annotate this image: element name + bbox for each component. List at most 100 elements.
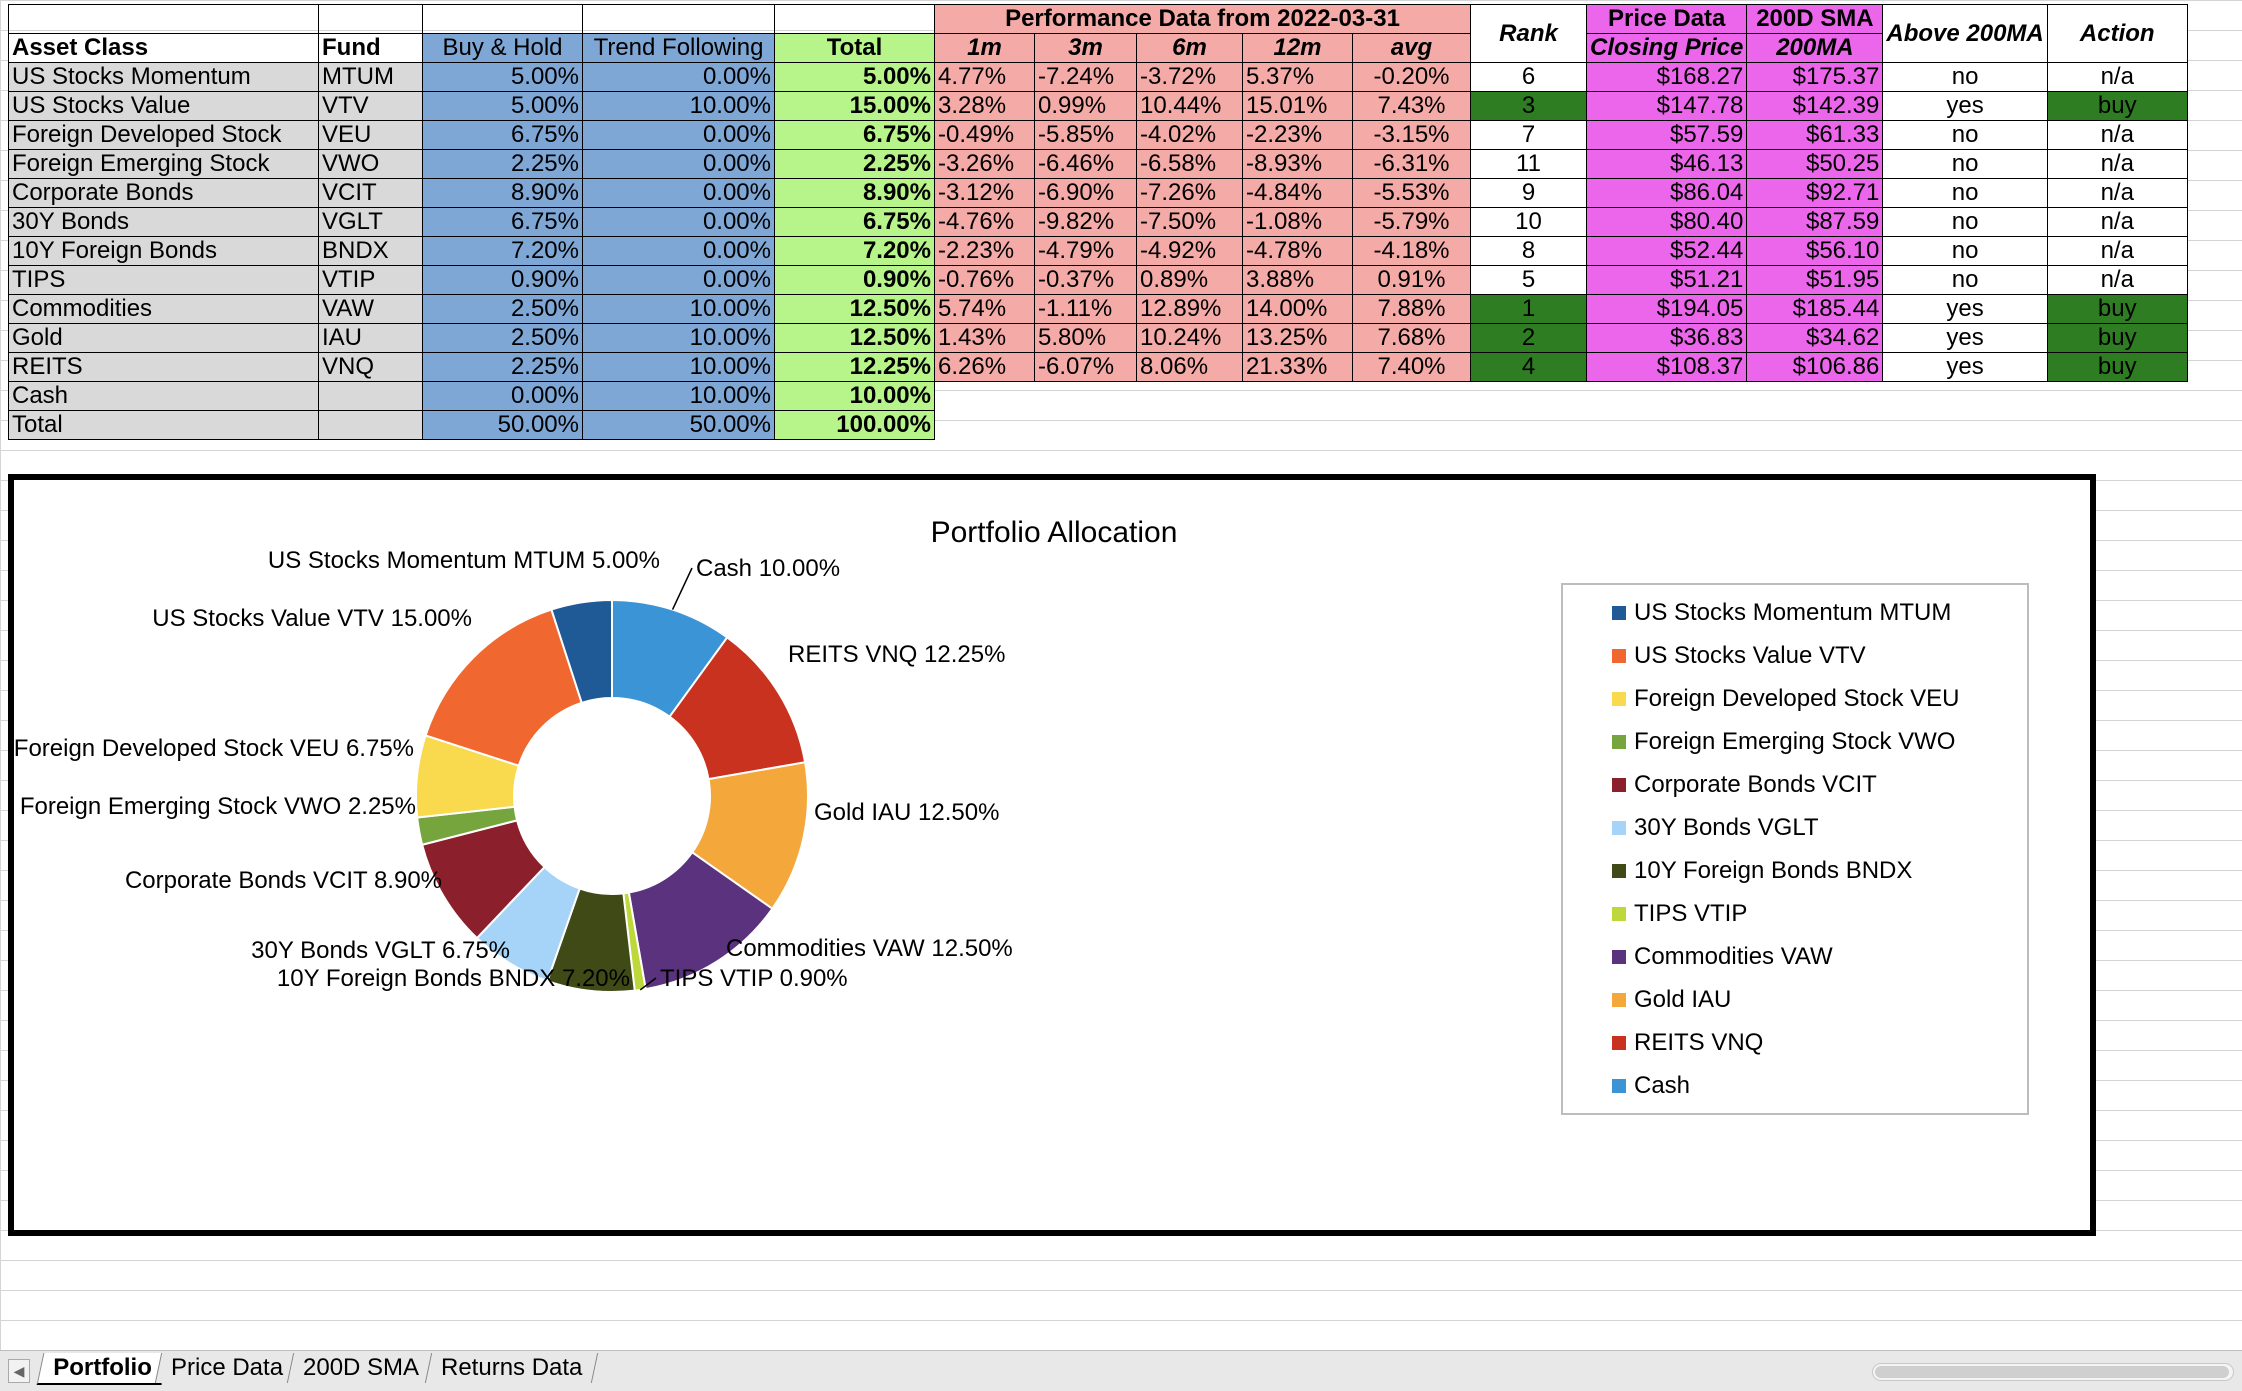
tab-returns-data[interactable]: Returns Data <box>424 1353 599 1383</box>
perf-6m-cell[interactable]: 0.89% <box>1136 265 1243 295</box>
buy-hold-cell[interactable]: 2.50% <box>422 323 583 353</box>
legend-item[interactable]: 30Y Bonds VGLT <box>1634 814 1819 841</box>
perf-6m-cell[interactable]: 10.44% <box>1136 91 1243 121</box>
closing-price-cell[interactable]: $86.04 <box>1585 178 1748 208</box>
buy-hold-cell[interactable]: 8.90% <box>422 178 583 208</box>
fund-cell[interactable]: VGLT <box>318 207 423 237</box>
action-cell[interactable]: n/a <box>2046 265 2188 295</box>
action-header[interactable]: Action <box>2046 4 2188 63</box>
perf-3m-cell[interactable]: -6.90% <box>1034 178 1137 208</box>
trend-following-cell[interactable]: 10.00% <box>582 323 775 353</box>
buy-hold-cell[interactable]: 5.00% <box>422 91 583 121</box>
perf-avg-cell[interactable]: 0.91% <box>1352 265 1471 295</box>
perf-1m-cell[interactable]: 4.77% <box>934 62 1035 92</box>
perf-1m-cell[interactable]: -3.26% <box>934 149 1035 179</box>
perf-1m-cell[interactable]: -4.76% <box>934 207 1035 237</box>
total-cell[interactable]: 6.75% <box>774 120 935 150</box>
asset-class-cell[interactable]: 10Y Foreign Bonds <box>8 236 319 266</box>
legend-item[interactable]: REITS VNQ <box>1634 1029 1763 1056</box>
perf-6m-header[interactable]: 6m <box>1136 33 1243 63</box>
buy-hold-header[interactable]: Buy & Hold <box>422 33 583 63</box>
perf-6m-cell[interactable]: -4.92% <box>1136 236 1243 266</box>
legend-item[interactable]: 10Y Foreign Bonds BNDX <box>1634 857 1912 884</box>
trend-following-header[interactable]: Trend Following <box>582 33 775 63</box>
trend-following-cell[interactable]: 0.00% <box>582 265 775 295</box>
perf-12m-cell[interactable]: -2.23% <box>1242 120 1353 150</box>
total-cell[interactable]: 8.90% <box>774 178 935 208</box>
fund-cell[interactable] <box>318 410 423 440</box>
asset-class-cell[interactable]: US Stocks Momentum <box>8 62 319 92</box>
action-cell[interactable]: n/a <box>2046 62 2188 92</box>
sma-200ma-header[interactable]: 200MA <box>1746 33 1884 63</box>
legend-item[interactable]: US Stocks Value VTV <box>1634 642 1866 669</box>
rank-cell[interactable]: 7 <box>1470 120 1587 150</box>
asset-class-cell[interactable]: Total <box>8 410 319 440</box>
fund-header[interactable]: Fund <box>318 33 423 63</box>
perf-1m-cell[interactable]: -0.76% <box>934 265 1035 295</box>
perf-1m-cell[interactable]: 3.28% <box>934 91 1035 121</box>
perf-avg-cell[interactable]: -5.79% <box>1352 207 1471 237</box>
fund-cell[interactable]: VTIP <box>318 265 423 295</box>
sma-cell[interactable]: $56.10 <box>1746 236 1884 266</box>
donut-slice-us-stocks-momentum-mtum[interactable] <box>550 598 613 705</box>
sma-cell[interactable]: $106.86 <box>1746 352 1884 382</box>
action-cell[interactable]: buy <box>2046 352 2188 382</box>
action-cell[interactable]: n/a <box>2046 120 2188 150</box>
buy-hold-cell[interactable]: 2.25% <box>422 149 583 179</box>
closing-price-cell[interactable]: $52.44 <box>1585 236 1748 266</box>
perf-12m-cell[interactable]: 3.88% <box>1242 265 1353 295</box>
above-200ma-cell[interactable]: no <box>1882 120 2048 150</box>
rank-cell[interactable]: 2 <box>1470 323 1587 353</box>
above-200ma-cell[interactable]: no <box>1882 207 2048 237</box>
legend-item[interactable]: Corporate Bonds VCIT <box>1634 771 1877 798</box>
rank-cell[interactable]: 5 <box>1470 265 1587 295</box>
perf-12m-cell[interactable]: -1.08% <box>1242 207 1353 237</box>
buy-hold-cell[interactable]: 2.50% <box>422 294 583 324</box>
sma-cell[interactable]: $61.33 <box>1746 120 1884 150</box>
trend-following-cell[interactable]: 10.00% <box>582 294 775 324</box>
fund-cell[interactable]: MTUM <box>318 62 423 92</box>
tab-scroll-icon[interactable]: ◀ <box>8 1359 30 1383</box>
total-cell[interactable]: 0.90% <box>774 265 935 295</box>
action-cell[interactable]: buy <box>2046 91 2188 121</box>
perf-12m-cell[interactable]: 15.01% <box>1242 91 1353 121</box>
total-cell[interactable]: 12.25% <box>774 352 935 382</box>
action-cell[interactable]: n/a <box>2046 236 2188 266</box>
buy-hold-cell[interactable]: 2.25% <box>422 352 583 382</box>
perf-avg-cell[interactable]: -5.53% <box>1352 178 1471 208</box>
total-cell[interactable]: 12.50% <box>774 294 935 324</box>
tab-200d-sma[interactable]: 200D SMA <box>286 1353 436 1383</box>
asset-class-cell[interactable]: Gold <box>8 323 319 353</box>
asset-class-cell[interactable]: Commodities <box>8 294 319 324</box>
tab-price-data[interactable]: Price Data <box>154 1353 300 1383</box>
perf-1m-cell[interactable]: -3.12% <box>934 178 1035 208</box>
total-header[interactable]: Total <box>774 33 935 63</box>
legend-item[interactable]: Foreign Developed Stock VEU <box>1634 685 1960 712</box>
buy-hold-cell[interactable]: 5.00% <box>422 62 583 92</box>
total-cell[interactable]: 10.00% <box>774 381 935 411</box>
perf-avg-cell[interactable]: -0.20% <box>1352 62 1471 92</box>
perf-1m-header[interactable]: 1m <box>934 33 1035 63</box>
perf-3m-cell[interactable]: 5.80% <box>1034 323 1137 353</box>
asset-class-cell[interactable]: TIPS <box>8 265 319 295</box>
trend-following-cell[interactable]: 0.00% <box>582 236 775 266</box>
action-cell[interactable]: n/a <box>2046 178 2188 208</box>
above-200ma-cell[interactable]: yes <box>1882 323 2048 353</box>
above-200ma-cell[interactable]: no <box>1882 265 2048 295</box>
perf-avg-cell[interactable]: 7.40% <box>1352 352 1471 382</box>
perf-6m-cell[interactable]: 10.24% <box>1136 323 1243 353</box>
total-cell[interactable]: 6.75% <box>774 207 935 237</box>
legend-item[interactable]: Foreign Emerging Stock VWO <box>1634 728 1955 755</box>
asset-class-header[interactable]: Asset Class <box>8 33 319 63</box>
total-cell[interactable]: 7.20% <box>774 236 935 266</box>
total-cell[interactable]: 5.00% <box>774 62 935 92</box>
legend-item[interactable]: TIPS VTIP <box>1634 900 1747 927</box>
perf-6m-cell[interactable]: -7.50% <box>1136 207 1243 237</box>
legend-item[interactable]: Gold IAU <box>1634 986 1731 1013</box>
rank-cell[interactable]: 4 <box>1470 352 1587 382</box>
trend-following-cell[interactable]: 10.00% <box>582 91 775 121</box>
trend-following-cell[interactable]: 0.00% <box>582 149 775 179</box>
above-200ma-header[interactable]: Above 200MA <box>1882 4 2048 63</box>
perf-3m-cell[interactable]: 0.99% <box>1034 91 1137 121</box>
buy-hold-cell[interactable]: 0.00% <box>422 381 583 411</box>
